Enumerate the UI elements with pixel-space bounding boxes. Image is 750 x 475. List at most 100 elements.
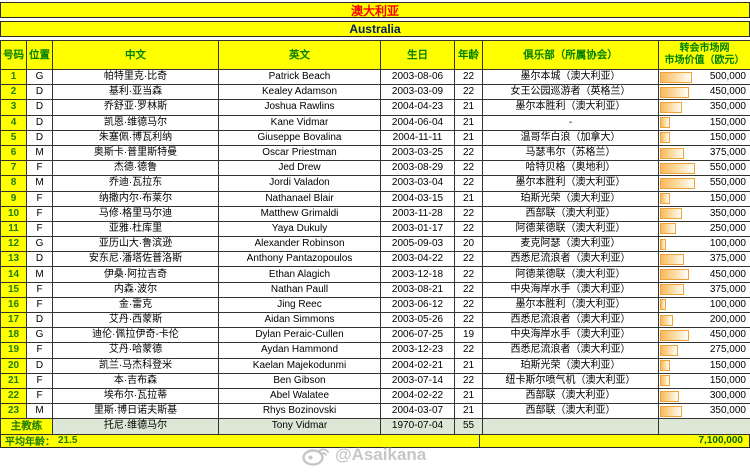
name-en-cell: Joshua Rawlins (218, 99, 381, 116)
player-row: 4 D 凯恩·维德马尔 Kane Vidmar 2004-06-04 21- 150,000 (0, 114, 750, 131)
player-row: 10 F 马修·格里马尔迪 Matthew Grimaldi 2003-11-28 22 西… (0, 205, 750, 222)
player-row: 18 G 迪伦·佩拉伊奇-卡伦 Dylan Peraic-Cullen 2006-07-… (0, 327, 750, 344)
value-cell: 500,000 (658, 68, 750, 86)
name-en-cell: Patrick Beach (218, 68, 381, 86)
name-cn-cell: 亚历山大·鲁滨逊 (52, 236, 219, 253)
value-text: 200,000 (709, 314, 746, 326)
player-row: 22 F 埃布尔·瓦拉蒂 Abel Walatee 2004-02-22 21 西部联（澳大… (0, 387, 750, 405)
name-cn-cell: 基利·亚当森 (52, 84, 219, 101)
player-number-cell: 6 (0, 144, 27, 162)
age-cell: 21 (454, 190, 483, 207)
value-cell: 375,000 (658, 281, 750, 298)
position-cell: F (26, 296, 53, 314)
name-en-cell: Aidan Simmons (218, 311, 381, 329)
value-bar (660, 299, 666, 311)
name-en-cell: Yaya Dukuly (218, 220, 381, 238)
value-cell: 100,000 (658, 296, 750, 314)
coach-name-en-cell: Tony Vidmar (218, 418, 381, 435)
club-cell: 西部联（澳大利亚） (482, 387, 659, 405)
value-cell: 350,000 (658, 205, 750, 222)
value-cell: 200,000 (658, 311, 750, 329)
value-bar (660, 223, 676, 235)
club-cell: 哈特贝格（奥地利） (482, 160, 659, 177)
value-cell: 300,000 (658, 387, 750, 405)
value-text: 500,000 (709, 71, 746, 83)
position-cell: G (26, 68, 53, 86)
age-cell: 21 (454, 403, 483, 420)
value-cell: 150,000 (658, 129, 750, 146)
age-cell: 22 (454, 296, 483, 314)
value-text: 150,000 (709, 192, 746, 204)
position-cell: G (26, 236, 53, 253)
club-cell: - (482, 114, 659, 131)
player-number-cell: 13 (0, 251, 27, 268)
age-cell: 22 (454, 342, 483, 359)
coach-name-cn-cell: 托尼·维德马尔 (52, 418, 219, 435)
value-text: 450,000 (709, 268, 746, 280)
name-cn-cell: 凯兰·马杰科登米 (52, 357, 219, 374)
value-bar (660, 101, 682, 113)
position-cell: D (26, 129, 53, 146)
title-cn: 澳大利亚 (350, 3, 399, 18)
value-text: 350,000 (709, 405, 746, 417)
player-row: 3 D 乔舒亚·罗林斯 Joshua Rawlins 2004-04-23 21 墨尔本胜利… (0, 99, 750, 116)
age-cell: 22 (454, 160, 483, 177)
total-value-cell: 7,100,000 (480, 435, 749, 447)
birthday-cell: 2003-04-22 (380, 251, 455, 268)
position-cell: D (26, 357, 53, 374)
value-bar (660, 360, 670, 372)
position-cell: M (26, 175, 53, 192)
name-en-cell: Aydan Hammond (218, 342, 381, 359)
player-number-cell: 22 (0, 387, 27, 405)
club-cell: 墨尔本胜利（澳大利亚） (482, 99, 659, 116)
club-cell: 墨尔本胜利（澳大利亚） (482, 296, 659, 314)
row-gap (0, 18, 750, 21)
player-row: 15 F 内森·波尔 Nathan Paull 2003-08-21 22 中央海岸水手（澳… (0, 281, 750, 298)
value-bar (660, 162, 695, 174)
player-row: 2 D 基利·亚当森 Kealey Adamson 2003-03-09 22 女王公园巡游… (0, 84, 750, 101)
player-row: 11 F 亚雅·杜库里 Yaya Dukuly 2003-01-17 22 阿德莱德联（澳大… (0, 220, 750, 238)
name-cn-cell: 朱塞佩·博瓦利纳 (52, 129, 219, 146)
position-cell: D (26, 84, 53, 101)
player-row: 17 D 艾丹·西蒙斯 Aidan Simmons 2003-05-26 22 西悉尼流浪者… (0, 311, 750, 329)
birthday-cell: 2003-06-12 (380, 296, 455, 314)
player-row: 8 M 乔迪·瓦拉东 Jordi Valadon 2003-03-04 22 墨尔本胜利（澳… (0, 175, 750, 192)
club-cell: 麦克阿瑟（澳大利亚） (482, 236, 659, 253)
column-header-age: 年龄 (454, 40, 483, 70)
value-cell: 150,000 (658, 372, 750, 389)
column-header-cn-name: 中文 (52, 40, 219, 70)
value-text: 375,000 (709, 253, 746, 265)
birthday-cell: 2003-05-26 (380, 311, 455, 329)
birthday-cell: 2004-02-22 (380, 387, 455, 405)
watermark: @Asaikana (302, 444, 426, 466)
birthday-cell: 2003-07-14 (380, 372, 455, 389)
club-cell: 阿德莱德联（澳大利亚） (482, 266, 659, 283)
name-cn-cell: 艾丹·西蒙斯 (52, 311, 219, 329)
player-number-cell: 17 (0, 311, 27, 329)
weibo-icon (302, 448, 329, 466)
club-cell: 马瑟韦尔（苏格兰） (482, 144, 659, 162)
name-en-cell: Matthew Grimaldi (218, 205, 381, 222)
club-cell: 西部联（澳大利亚） (482, 205, 659, 222)
age-cell: 22 (454, 68, 483, 86)
player-number-cell: 19 (0, 342, 27, 359)
value-cell: 450,000 (658, 327, 750, 344)
value-text: 100,000 (709, 238, 746, 250)
value-bar (660, 117, 670, 129)
position-cell: M (26, 266, 53, 283)
name-cn-cell: 内森·波尔 (52, 281, 219, 298)
age-cell: 22 (454, 372, 483, 389)
position-cell: G (26, 327, 53, 344)
name-cn-cell: 迪伦·佩拉伊奇-卡伦 (52, 327, 219, 344)
position-cell: D (26, 99, 53, 116)
birthday-cell: 2004-02-21 (380, 357, 455, 374)
club-cell: 珀斯光荣（澳大利亚） (482, 190, 659, 207)
age-cell: 22 (454, 205, 483, 222)
value-text: 550,000 (709, 162, 746, 174)
position-cell: F (26, 220, 53, 238)
name-en-cell: Oscar Priestman (218, 144, 381, 162)
value-bar (660, 193, 670, 205)
player-number-cell: 18 (0, 327, 27, 344)
coach-row: 主教练 托尼·维德马尔 Tony Vidmar 1970-07-04 55 (0, 418, 750, 435)
